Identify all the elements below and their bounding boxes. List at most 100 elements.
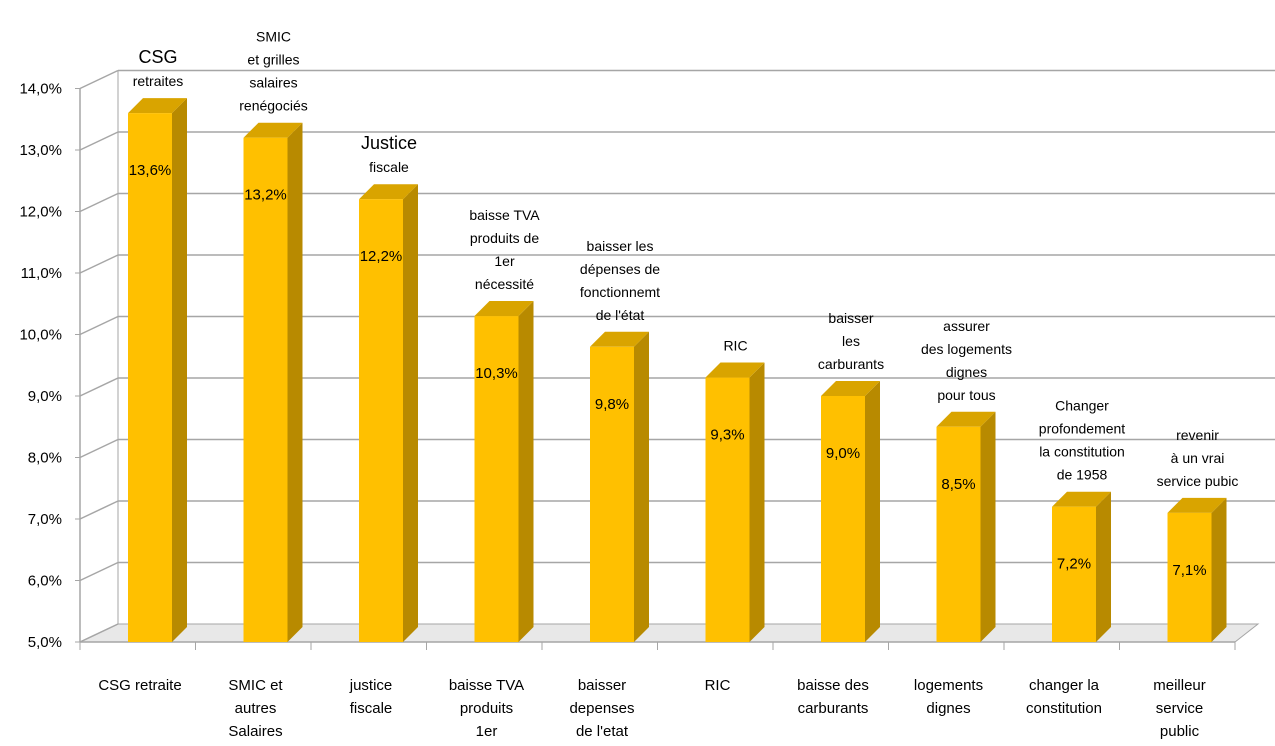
bar-top [243, 122, 303, 138]
category-label: baisse des [797, 677, 869, 694]
y-tick-label: 8,0% [28, 450, 62, 467]
category-label: baisse TVA [449, 677, 524, 694]
bar-side [172, 98, 187, 643]
bar [821, 396, 865, 642]
category-label: 1er [476, 723, 498, 740]
annotation-text: assurer [943, 318, 990, 334]
gridline-diagonal [79, 69, 119, 90]
bar-side [980, 411, 996, 642]
annotation-text: carburants [818, 356, 884, 372]
bar-side [287, 122, 303, 642]
annotation-text: pour tous [937, 387, 995, 403]
annotation-text: retraites [133, 73, 184, 89]
category-label: service [1156, 700, 1204, 717]
category-label: fiscale [350, 700, 393, 717]
annotation-text: les [842, 333, 860, 349]
annotation-text: dépenses de [580, 261, 660, 277]
category-label: depenses [569, 700, 634, 717]
bar-top [821, 381, 880, 396]
y-tick-label: 13,0% [19, 142, 62, 159]
category-label: de l'etat [576, 723, 629, 740]
annotation-text: revenir [1176, 427, 1219, 443]
bar [1167, 512, 1212, 642]
bars [128, 98, 1227, 643]
bar-top [1167, 497, 1227, 513]
category-label: dignes [926, 700, 970, 717]
annotation-text: Justice [361, 133, 417, 153]
bar-side [634, 331, 649, 642]
gridline-diagonal [79, 438, 119, 459]
bar [243, 137, 288, 642]
bar [590, 346, 634, 642]
y-tick-label: 14,0% [19, 81, 62, 98]
category-label: carburants [798, 700, 869, 717]
bar [474, 316, 519, 642]
data-labels: 13,6% 13,2% 12,2% 10,3% 9,8% 9,3% 9,0% 8,5% 7,2%… [129, 162, 1207, 579]
category-label: produits [460, 700, 513, 717]
bar-top [705, 362, 765, 378]
annotation-text: RIC [723, 338, 747, 354]
annotation-text: baisser les [587, 238, 654, 254]
annotation-text: service pubic [1157, 473, 1239, 489]
category-label: SMIC et [228, 677, 283, 694]
bar [128, 113, 172, 643]
gridline-diagonal [79, 192, 119, 213]
annotation-text: à un vrai [1171, 450, 1225, 466]
category-label: Salaires [228, 723, 282, 740]
y-tick-label: 10,0% [19, 327, 62, 344]
y-tick-label: 12,0% [19, 204, 62, 221]
category-label: RIC [705, 677, 731, 694]
bar [936, 426, 981, 642]
bar [359, 199, 403, 642]
category-label: autres [235, 700, 277, 717]
category-label: baisser [578, 677, 626, 694]
gridline-diagonal [79, 500, 119, 520]
annotation-text: CSG [138, 47, 177, 67]
annotation-text: baisse TVA [469, 207, 540, 223]
data-label: 9,3% [710, 427, 744, 444]
annotation-text: de 1958 [1057, 467, 1108, 483]
gridline-diagonal [79, 561, 119, 582]
bar [1052, 506, 1096, 642]
annotation-text: Changer [1055, 398, 1109, 414]
bar-side [749, 362, 765, 642]
x-axis-categories: CSG retraite SMIC et autres Salaires justice… [98, 677, 1205, 740]
data-label: 9,8% [595, 396, 629, 413]
gridline-diagonal [79, 131, 119, 151]
annotation-text: et grilles [247, 52, 299, 68]
gridline-diagonal [79, 254, 119, 274]
annotation-text: profondement [1039, 421, 1126, 437]
bar-top [474, 301, 534, 317]
category-label: changer la [1029, 677, 1100, 694]
y-tick-label: 11,0% [21, 265, 62, 282]
annotation-text: des logements [921, 341, 1012, 357]
data-label: 9,0% [826, 445, 860, 462]
category-label: public [1160, 723, 1200, 740]
annotation-text: baisser [828, 310, 873, 326]
gridline-diagonal [79, 377, 119, 397]
data-label: 10,3% [475, 365, 518, 382]
bar-side [865, 381, 880, 642]
annotation-text: fonctionnemt [580, 284, 660, 300]
annotation-text: fiscale [369, 159, 409, 175]
y-tick-label: 7,0% [28, 511, 62, 528]
data-label: 12,2% [360, 248, 403, 265]
y-tick-label: 9,0% [28, 388, 62, 405]
annotation-text: salaires [249, 75, 297, 91]
y-tick-label: 5,0% [28, 634, 62, 651]
gridline-diagonal [79, 315, 119, 336]
bar-top [936, 411, 996, 427]
annotation-text: produits de [470, 230, 539, 246]
annotation-text: renégociés [239, 98, 308, 114]
data-label: 7,1% [1172, 562, 1206, 579]
category-label: CSG retraite [98, 677, 181, 694]
data-label: 8,5% [941, 476, 975, 493]
bar-top [128, 98, 187, 114]
annotation-text: SMIC [256, 29, 291, 45]
bar [705, 377, 750, 642]
annotation-text: dignes [946, 364, 987, 380]
category-label: justice [349, 677, 393, 694]
annotation-text: 1er [494, 253, 515, 269]
category-label: logements [914, 677, 983, 694]
